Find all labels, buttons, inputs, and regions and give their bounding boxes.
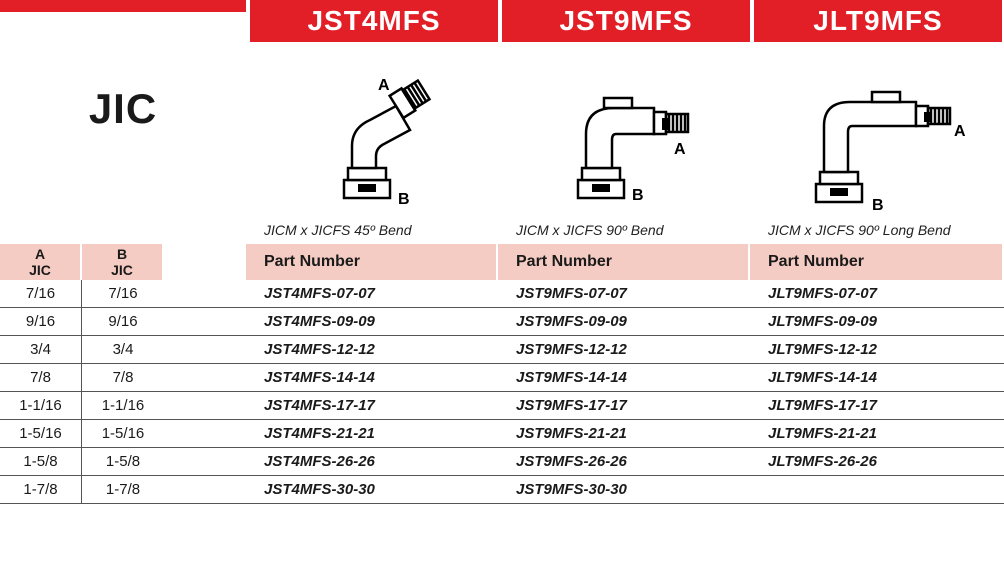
caption-3: JICM x JICFS 90º Long Bend: [750, 216, 1002, 244]
table-row: 9/169/16 JST4MFS-09-09JST9MFS-09-09JLT9MF…: [0, 308, 1004, 336]
cell-a: 9/16: [0, 308, 82, 335]
label-A: A: [954, 123, 966, 140]
caption-row: JICM x JICFS 45º Bend JICM x JICFS 90º B…: [0, 216, 1004, 244]
diagram-90: A B: [498, 70, 750, 216]
label-B: B: [398, 191, 410, 208]
cell-a: 1-5/16: [0, 420, 82, 447]
cell-pn-3: JLT9MFS-26-26: [750, 448, 1002, 475]
cell-b: 7/8: [82, 364, 164, 391]
cell-pn-1: JST4MFS-17-17: [246, 392, 498, 419]
subheader-row: A JIC B JIC Part Number Part Number Part…: [0, 244, 1004, 280]
label-A: A: [378, 77, 390, 94]
label-B: B: [872, 197, 884, 214]
diagram-45: A B: [246, 70, 498, 216]
col-header-pn-1: Part Number: [246, 244, 498, 280]
table-row: 7/87/8 JST4MFS-14-14JST9MFS-14-14JLT9MFS-…: [0, 364, 1004, 392]
cell-b: 1-1/16: [82, 392, 164, 419]
col-header-b: B JIC: [82, 244, 164, 280]
cell-pn-1: JST4MFS-07-07: [246, 280, 498, 307]
cell-b: 1-5/16: [82, 420, 164, 447]
cell-pn-3: [750, 476, 1002, 503]
header-stripe: [0, 0, 246, 12]
cell-pn-1: JST4MFS-30-30: [246, 476, 498, 503]
cell-a: 7/16: [0, 280, 82, 307]
product-tab-1: JST4MFS: [250, 0, 498, 42]
label-B: B: [632, 187, 644, 204]
table-row: 1-1/161-1/16 JST4MFS-17-17JST9MFS-17-17JL…: [0, 392, 1004, 420]
fitting-90-icon: A B: [534, 76, 714, 216]
table-row: 1-5/161-5/16 JST4MFS-21-21JST9MFS-21-21JL…: [0, 420, 1004, 448]
cell-pn-2: JST9MFS-26-26: [498, 448, 750, 475]
caption-1: JICM x JICFS 45º Bend: [246, 216, 498, 244]
cell-pn-3: JLT9MFS-09-09: [750, 308, 1002, 335]
caption-2: JICM x JICFS 90º Bend: [498, 216, 750, 244]
product-tab-3: JLT9MFS: [754, 0, 1002, 42]
fitting-45-icon: A B: [292, 76, 452, 216]
product-tab-2: JST9MFS: [502, 0, 750, 42]
cell-pn-2: JST9MFS-07-07: [498, 280, 750, 307]
catalog-table: JST4MFS JST9MFS JLT9MFS JIC: [0, 0, 1004, 504]
cell-pn-3: JLT9MFS-21-21: [750, 420, 1002, 447]
cell-a: 3/4: [0, 336, 82, 363]
cell-a: 1-5/8: [0, 448, 82, 475]
col-header-a: A JIC: [0, 244, 82, 280]
header-row: JST4MFS JST9MFS JLT9MFS: [0, 0, 1004, 42]
col-header-pn-2: Part Number: [498, 244, 750, 280]
cell-pn-2: JST9MFS-21-21: [498, 420, 750, 447]
cell-pn-2: JST9MFS-14-14: [498, 364, 750, 391]
cell-pn-1: JST4MFS-14-14: [246, 364, 498, 391]
cell-pn-1: JST4MFS-12-12: [246, 336, 498, 363]
cell-pn-1: JST4MFS-21-21: [246, 420, 498, 447]
table-row: 1-7/81-7/8 JST4MFS-30-30JST9MFS-30-30: [0, 476, 1004, 504]
table-row: 1-5/81-5/8 JST4MFS-26-26JST9MFS-26-26JLT9…: [0, 448, 1004, 476]
data-rows: 7/167/16JST4MFS-07-07JST9MFS-07-07JLT9MF…: [0, 280, 1004, 504]
label-A: A: [674, 141, 686, 158]
cell-pn-1: JST4MFS-09-09: [246, 308, 498, 335]
cell-pn-2: JST9MFS-30-30: [498, 476, 750, 503]
cell-pn-3: JLT9MFS-14-14: [750, 364, 1002, 391]
category-label: JIC: [0, 85, 246, 173]
cell-pn-3: JLT9MFS-17-17: [750, 392, 1002, 419]
table-row: 7/167/16 JST4MFS-07-07JST9MFS-07-07JLT9MF…: [0, 280, 1004, 308]
diagram-90-long: A B: [750, 70, 1002, 216]
cell-pn-1: JST4MFS-26-26: [246, 448, 498, 475]
cell-a: 1-7/8: [0, 476, 82, 503]
cell-b: 9/16: [82, 308, 164, 335]
cell-a: 7/8: [0, 364, 82, 391]
cell-b: 3/4: [82, 336, 164, 363]
diagram-row: JIC: [0, 42, 1004, 216]
cell-pn-2: JST9MFS-09-09: [498, 308, 750, 335]
cell-pn-3: JLT9MFS-12-12: [750, 336, 1002, 363]
cell-b: 1-5/8: [82, 448, 164, 475]
cell-pn-3: JLT9MFS-07-07: [750, 280, 1002, 307]
cell-pn-2: JST9MFS-12-12: [498, 336, 750, 363]
cell-b: 7/16: [82, 280, 164, 307]
cell-a: 1-1/16: [0, 392, 82, 419]
table-row: 3/43/4 JST4MFS-12-12JST9MFS-12-12JLT9MFS-…: [0, 336, 1004, 364]
fitting-90-long-icon: A B: [776, 76, 976, 216]
col-header-pn-3: Part Number: [750, 244, 1002, 280]
cell-pn-2: JST9MFS-17-17: [498, 392, 750, 419]
cell-b: 1-7/8: [82, 476, 164, 503]
